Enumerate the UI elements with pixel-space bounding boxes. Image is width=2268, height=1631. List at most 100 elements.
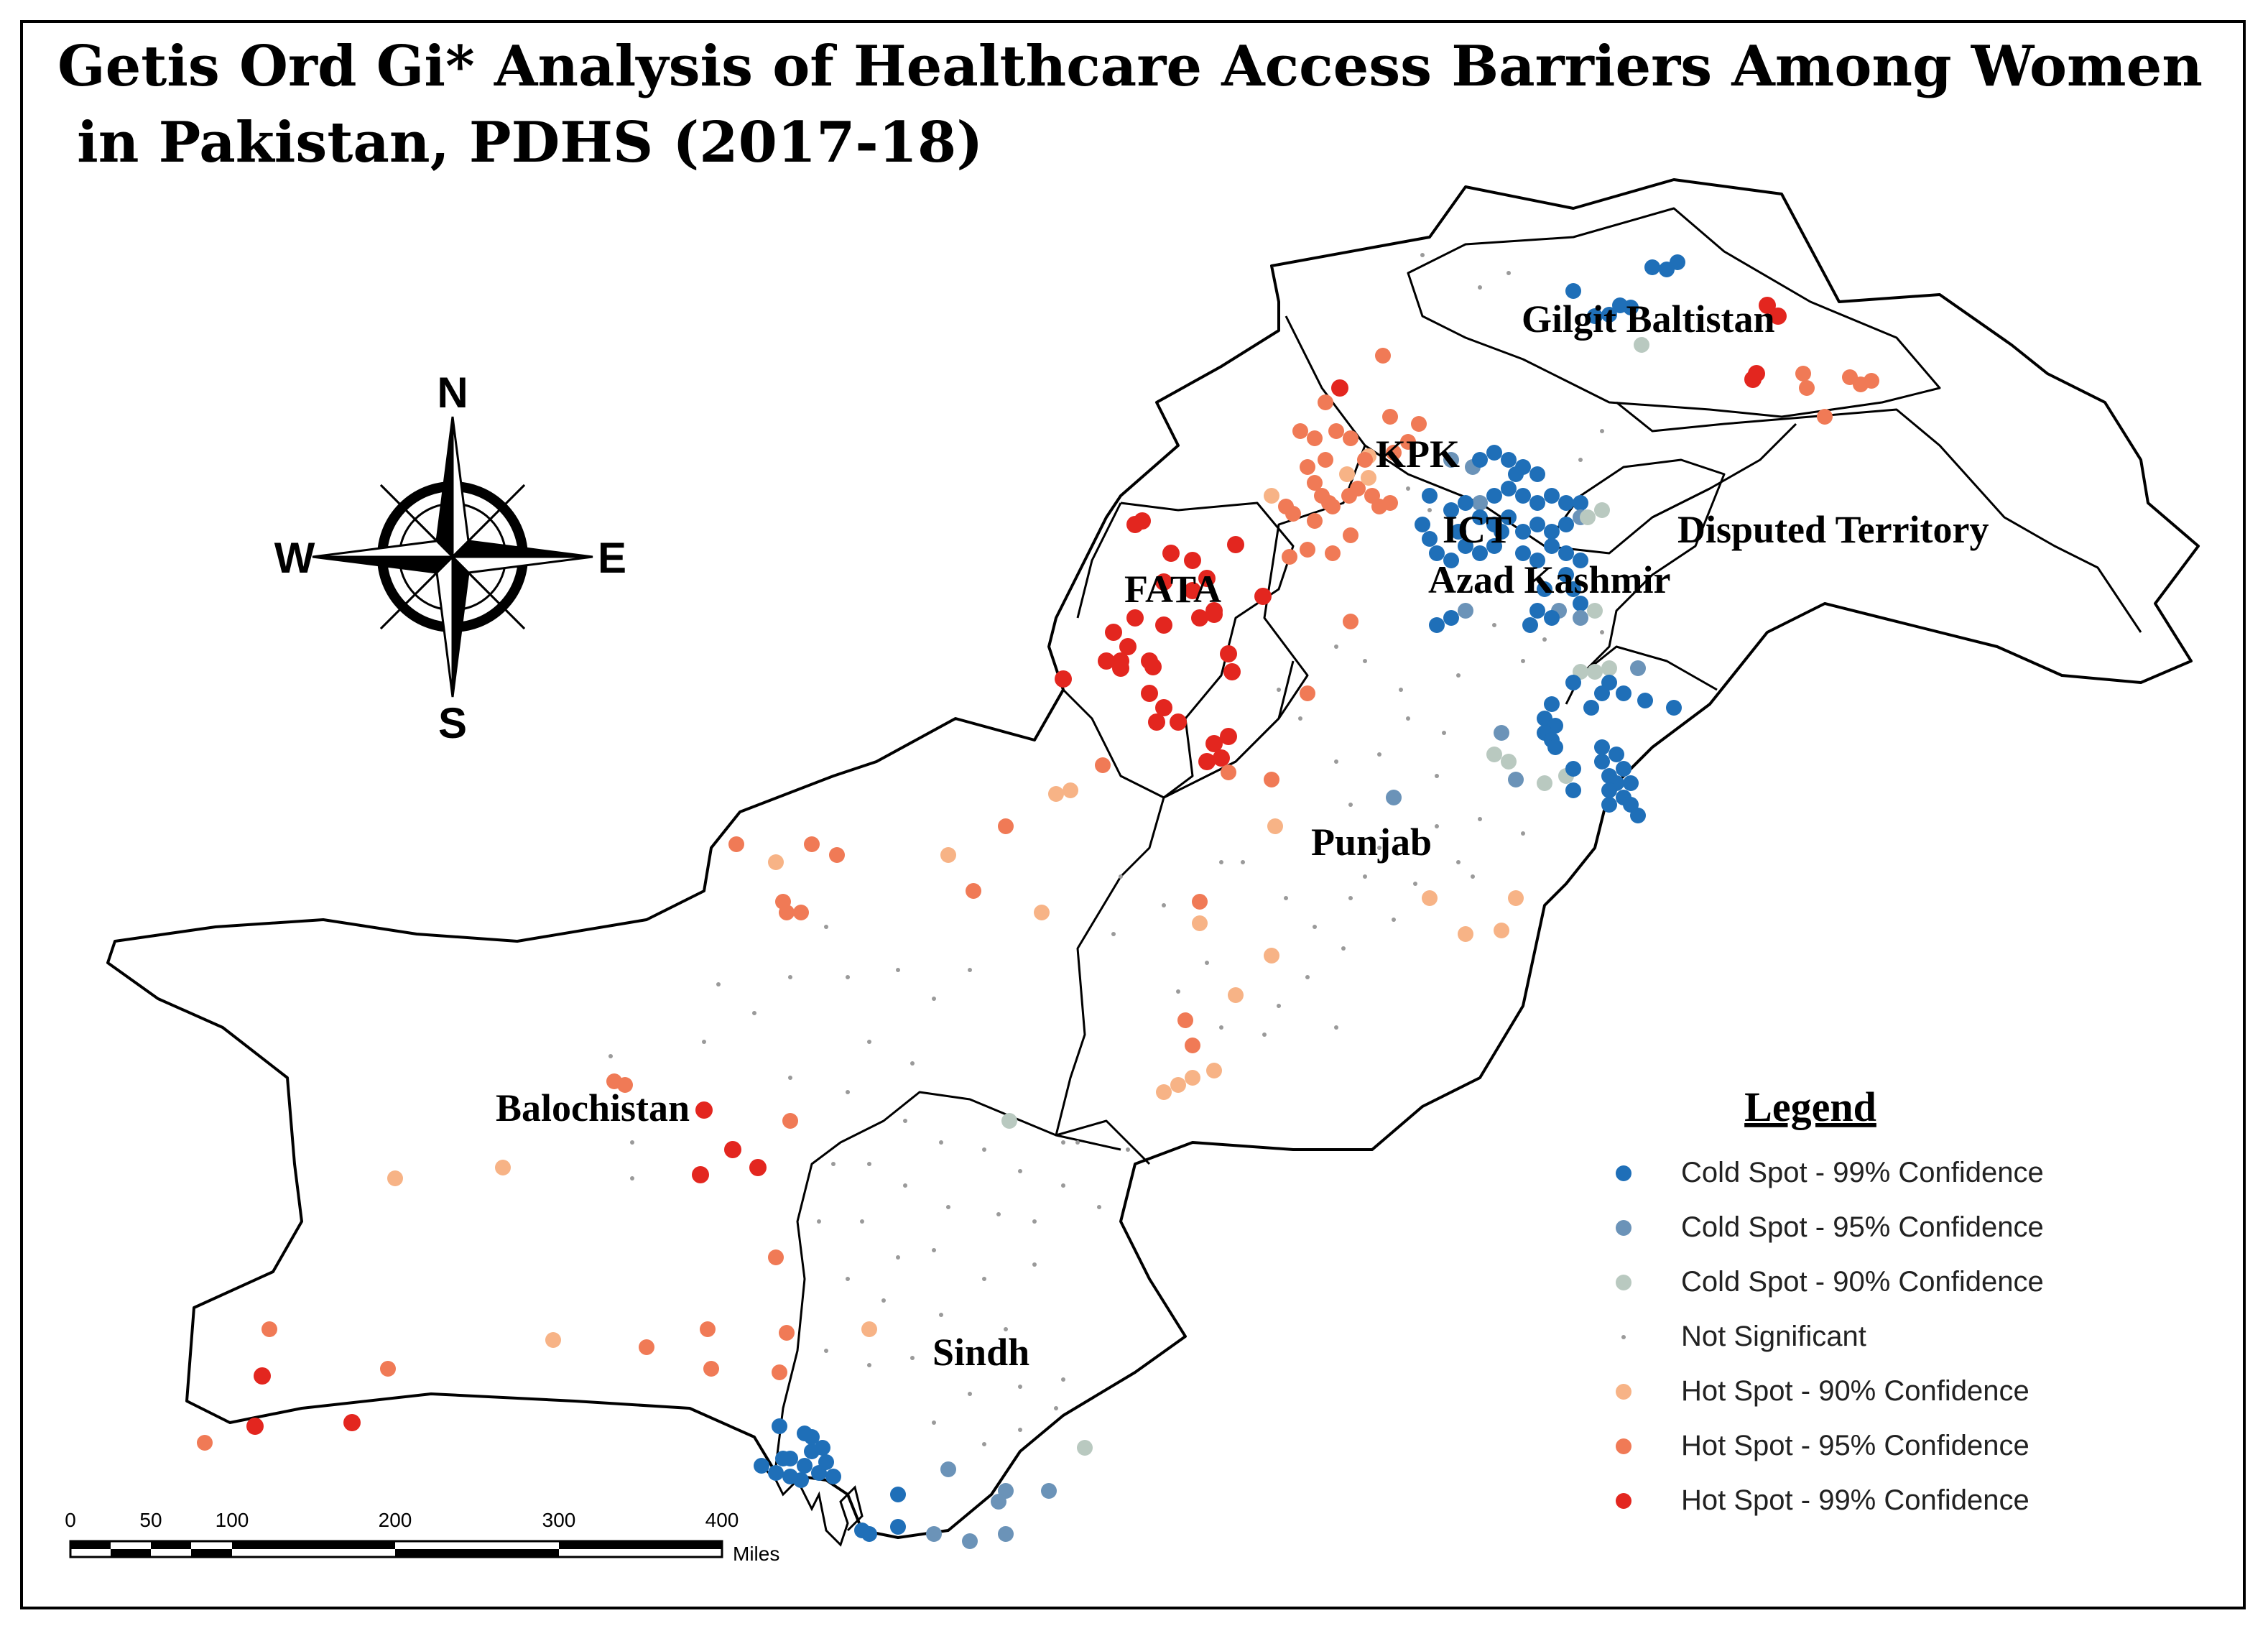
cold-spot-99-point bbox=[1486, 538, 1502, 554]
not-significant-point bbox=[1406, 486, 1410, 491]
cold-spot-99-point bbox=[1544, 610, 1560, 626]
hot-spot-95-point bbox=[1318, 452, 1333, 468]
hot-spot-99-point bbox=[1155, 616, 1172, 634]
not-significant-point bbox=[881, 1298, 886, 1303]
scale-bar-tick-label: 300 bbox=[542, 1509, 576, 1531]
not-significant-point bbox=[1348, 803, 1353, 807]
scale-bar-unit: Miles bbox=[733, 1543, 779, 1565]
map-frame bbox=[20, 20, 2246, 1609]
not-significant-point bbox=[1521, 831, 1525, 836]
hot-spot-95-point bbox=[639, 1339, 654, 1355]
hot-spot-95-point bbox=[1386, 445, 1402, 461]
hot-spot-99-point bbox=[749, 1159, 767, 1176]
not-significant-point bbox=[752, 1011, 756, 1015]
hot-spot-90-point bbox=[861, 1321, 877, 1337]
not-significant-point bbox=[932, 1420, 936, 1425]
not-significant-point bbox=[982, 1442, 986, 1446]
not-significant-point bbox=[1111, 932, 1116, 936]
not-significant-point bbox=[1075, 1140, 1080, 1145]
not-significant-point bbox=[630, 1176, 634, 1180]
cold-spot-99-point bbox=[825, 1469, 841, 1484]
hot-spot-95-point bbox=[1307, 430, 1323, 446]
cold-spot-99-point bbox=[1573, 495, 1588, 511]
cold-spot-99-point bbox=[1501, 481, 1517, 496]
not-significant-point bbox=[1061, 1377, 1065, 1382]
cold-spot-99-point bbox=[1544, 538, 1560, 554]
not-significant-point bbox=[1032, 1262, 1037, 1267]
cold-spot-99-point bbox=[1422, 531, 1438, 547]
hot-spot-99-point bbox=[1191, 609, 1208, 627]
cold-spot-90-point bbox=[1077, 1440, 1093, 1456]
cold-spot-95-point bbox=[1458, 603, 1473, 619]
not-significant-point bbox=[1205, 961, 1209, 965]
cold-spot-99-point bbox=[1501, 452, 1517, 468]
region-label-gilgit-baltistan: Gilgit Baltistan bbox=[1522, 297, 1775, 341]
cold-spot-99-point bbox=[1609, 747, 1624, 762]
not-significant-point bbox=[867, 1040, 871, 1044]
not-significant-point bbox=[903, 1119, 907, 1123]
hot-spot-99-point bbox=[1141, 685, 1158, 702]
hot-spot-95-point bbox=[772, 1364, 787, 1380]
cold-spot-99-point bbox=[1594, 739, 1610, 755]
hot-spot-95-point bbox=[1221, 764, 1236, 780]
hot-spot-95-point bbox=[1264, 772, 1279, 787]
cold-spot-99-point bbox=[815, 1440, 830, 1456]
cold-spot-95-point bbox=[998, 1526, 1014, 1542]
hot-spot-99-point bbox=[1119, 638, 1137, 655]
not-significant-point bbox=[1492, 623, 1496, 627]
hot-spot-90-point bbox=[1508, 890, 1524, 906]
scale-bar-tick-label: 400 bbox=[705, 1509, 739, 1531]
hot-spot-99-point bbox=[1759, 297, 1776, 314]
cold-spot-99-point bbox=[1522, 617, 1538, 633]
not-significant-point bbox=[846, 975, 850, 979]
not-significant-point bbox=[896, 1255, 900, 1260]
cold-spot-99-point bbox=[1472, 509, 1488, 525]
hot-spot-95-point bbox=[1341, 488, 1357, 504]
cold-spot-99-point bbox=[1529, 495, 1545, 511]
hot-spot-95-point bbox=[1864, 373, 1879, 389]
cold-spot-99-point bbox=[1594, 685, 1610, 701]
hot-spot-95-point bbox=[1307, 513, 1323, 529]
hot-spot-90-point bbox=[940, 847, 956, 863]
cold-spot-99-point bbox=[1529, 517, 1545, 532]
hot-spot-99-point bbox=[1198, 570, 1216, 587]
not-significant-point bbox=[903, 1183, 907, 1188]
gilgit-boundary bbox=[1407, 207, 1941, 418]
legend-items: Cold Spot - 99% Confidence Cold Spot - 95… bbox=[1616, 1157, 2044, 1516]
not-significant-point bbox=[896, 968, 900, 972]
cold-spot-90-point bbox=[1587, 664, 1603, 680]
legend-label: Cold Spot - 90% Confidence bbox=[1681, 1266, 2044, 1298]
hot-spot-90-point bbox=[1048, 786, 1064, 802]
hot-spot-95-point bbox=[261, 1321, 277, 1337]
karachi-coast bbox=[760, 1464, 864, 1547]
hot-spot-99-point bbox=[1223, 663, 1241, 680]
scale-bar-segment bbox=[70, 1541, 111, 1549]
hot-spot-90-point bbox=[1228, 987, 1244, 1003]
not-significant-point bbox=[1176, 989, 1180, 994]
hot-spot-99-point bbox=[1155, 573, 1172, 591]
hot-spot-95-point bbox=[1095, 757, 1111, 773]
hot-spot-99-point bbox=[1098, 652, 1115, 670]
hot-spot-95-point bbox=[829, 847, 845, 863]
cold-spot-99-point bbox=[1415, 517, 1430, 532]
hot-spot-95-point bbox=[1300, 459, 1315, 475]
region-label-fata: FATA bbox=[1124, 568, 1221, 611]
hot-spot-90-point bbox=[1206, 1063, 1222, 1078]
cold-spot-99-point bbox=[1443, 502, 1459, 518]
hot-spot-95-point bbox=[1799, 380, 1815, 396]
hot-spot-99-point bbox=[1148, 713, 1165, 731]
hot-spot-99-point bbox=[343, 1414, 361, 1431]
compass-east-label: E bbox=[598, 534, 626, 582]
hot-spot-99-point bbox=[1184, 582, 1201, 599]
not-significant-point bbox=[846, 1277, 850, 1281]
not-significant-point bbox=[831, 1162, 836, 1166]
cold-spot-99-point bbox=[1558, 545, 1574, 561]
not-significant-point bbox=[982, 1277, 986, 1281]
hot-spot-99-point bbox=[1331, 379, 1348, 397]
coastline-detail bbox=[760, 1464, 864, 1547]
not-significant-point bbox=[702, 1040, 706, 1044]
cold-spot-99-point bbox=[1565, 782, 1581, 798]
cold-spot-99-point bbox=[1443, 610, 1459, 626]
not-significant-point bbox=[1363, 874, 1367, 879]
